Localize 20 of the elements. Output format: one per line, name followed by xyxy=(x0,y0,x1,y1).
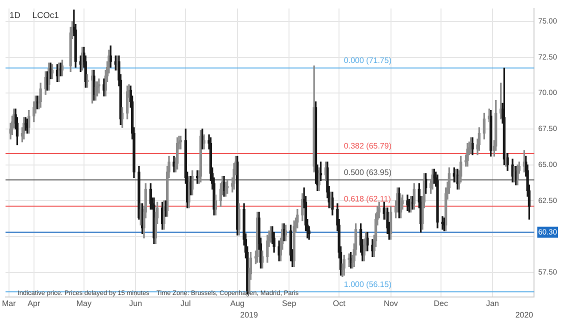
ref-line-label: 0.000 (71.75) xyxy=(344,56,392,66)
x-tick-label: Sep xyxy=(282,298,297,308)
x-tick-label: Jan xyxy=(486,298,499,308)
x-tick-label: Oct xyxy=(332,298,346,308)
x2-tick-label: 2020 xyxy=(515,310,534,320)
x-tick-label: Mar xyxy=(2,298,16,308)
x-tick-label: Jul xyxy=(180,298,192,308)
chart-title: LCOc1 xyxy=(32,10,60,20)
x-tick-label: Aug xyxy=(230,298,244,308)
ref-line-label: 0.382 (65.79) xyxy=(344,142,392,151)
x-tick-label: Apr xyxy=(28,298,40,308)
x-tick-label: Jun xyxy=(129,298,142,308)
x2-tick-label: 2019 xyxy=(240,310,258,320)
chart-subtitle: 1D xyxy=(10,10,20,20)
ref-line-label: 0.618 (62.11) xyxy=(344,194,392,204)
x-tick-label: May xyxy=(76,298,92,308)
ref-line-label: 1.000 (56.15) xyxy=(344,280,392,289)
x-tick-label: Dec xyxy=(434,298,448,308)
ref-line-label: 0.500 (63.95) xyxy=(344,168,392,178)
x-tick-label: Nov xyxy=(384,298,398,308)
